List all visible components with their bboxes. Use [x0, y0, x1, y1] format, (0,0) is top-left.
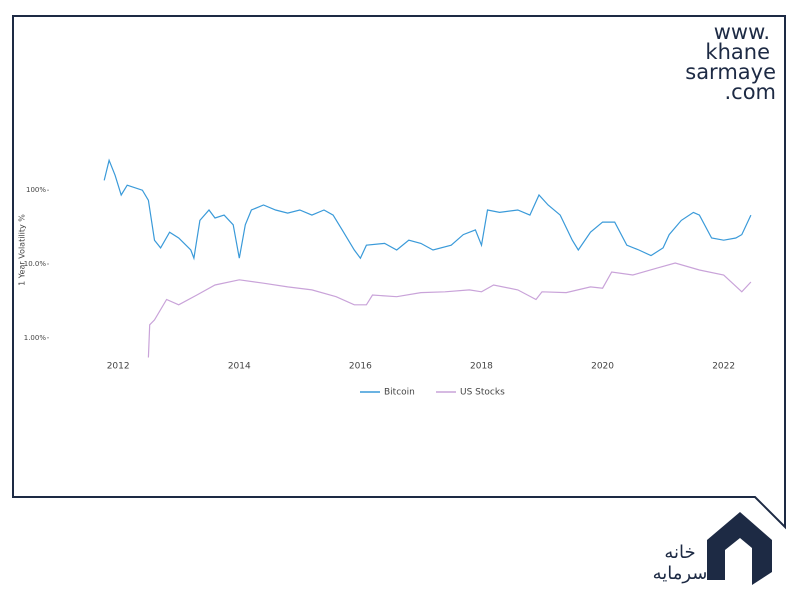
x-tick-label: 2014: [228, 362, 251, 372]
frame: [12, 15, 786, 530]
y-tick-label: 10.0%: [24, 260, 47, 268]
watermark-line: www.: [714, 20, 770, 44]
y-axis-label: 1 Year Volatility %: [18, 214, 27, 286]
y-tick-label: 1.00%: [24, 334, 47, 342]
series-line: [147, 262, 752, 358]
logo-mark: [707, 512, 772, 585]
watermark-line: sarmaye: [685, 60, 776, 84]
series-line: [103, 158, 752, 261]
x-tick-label: 2018: [470, 362, 493, 372]
x-tick-label: 2012: [107, 362, 130, 372]
watermark-line: khane: [705, 40, 770, 64]
x-tick-label: 2016: [349, 362, 372, 372]
watermark-line: .com: [724, 80, 776, 104]
logo-text: سرمایه: [653, 563, 708, 584]
x-tick-label: 2020: [591, 362, 614, 372]
x-tick-label: 2022: [712, 362, 735, 372]
legend-label: US Stocks: [460, 388, 505, 398]
y-tick-label: 100%: [26, 186, 46, 194]
legend-label: Bitcoin: [384, 388, 415, 398]
logo-text: خانه: [664, 542, 695, 563]
